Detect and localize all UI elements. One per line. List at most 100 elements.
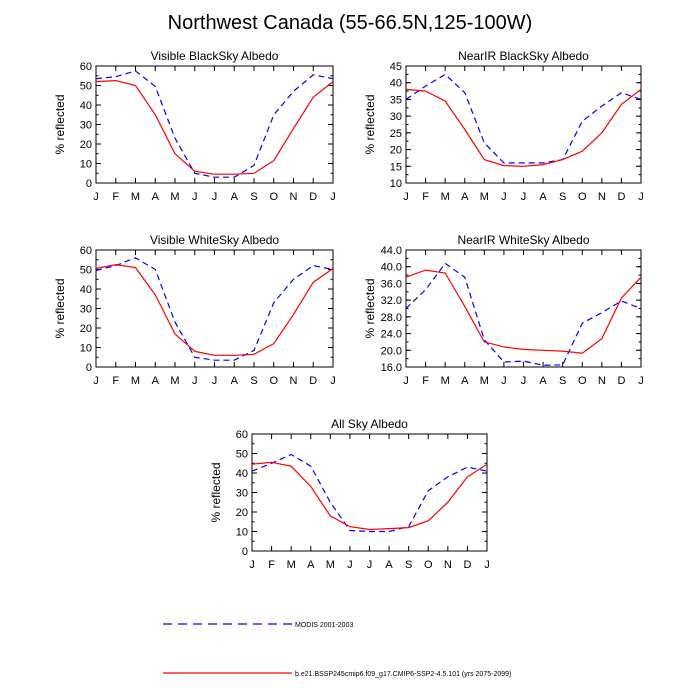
chart-title: Visible BlackSky Albedo bbox=[151, 49, 279, 63]
data-point bbox=[330, 515, 332, 517]
data-point bbox=[621, 104, 623, 106]
model-series-line bbox=[405, 88, 642, 167]
x-tick-label: M bbox=[326, 559, 335, 571]
data-point bbox=[405, 276, 407, 278]
model-series-line bbox=[405, 269, 642, 354]
data-point bbox=[293, 314, 295, 316]
y-tick-label: 20 bbox=[236, 507, 248, 519]
data-point bbox=[154, 86, 156, 88]
data-point bbox=[332, 78, 334, 80]
x-tick-label: J bbox=[638, 191, 644, 203]
y-axis-label: % reflected bbox=[53, 278, 67, 338]
x-tick-label: M bbox=[441, 375, 450, 387]
data-point bbox=[312, 74, 314, 76]
y-tick-label: 32.0 bbox=[381, 295, 402, 307]
data-point bbox=[581, 120, 583, 122]
data-point bbox=[484, 159, 486, 161]
data-point bbox=[542, 162, 544, 164]
y-tick-label: 36.0 bbox=[381, 278, 402, 290]
x-tick-label: J bbox=[367, 559, 373, 571]
data-point bbox=[405, 89, 407, 91]
x-tick-label: O bbox=[424, 559, 433, 571]
modis-series-line bbox=[95, 257, 334, 361]
data-point bbox=[503, 162, 505, 164]
x-tick-label: N bbox=[598, 375, 606, 387]
x-tick-label: J bbox=[330, 191, 336, 203]
data-point bbox=[523, 165, 525, 167]
chart-title: NearIR WhiteSky Albedo bbox=[457, 233, 589, 247]
x-tick-label: O bbox=[269, 191, 278, 203]
y-tick-label: 30 bbox=[80, 120, 92, 132]
data-point bbox=[464, 92, 466, 94]
x-tick-label: J bbox=[403, 191, 409, 203]
x-tick-label: O bbox=[578, 191, 587, 203]
chart-panel-4: NearIR WhiteSky Albedo 16.0 20.0 24.0 28.0 32… bbox=[363, 233, 644, 387]
x-tick-label: D bbox=[309, 375, 317, 387]
data-point bbox=[312, 96, 314, 98]
x-tick-label: J bbox=[192, 191, 198, 203]
data-point bbox=[174, 153, 176, 155]
data-point bbox=[233, 355, 235, 357]
x-tick-label: N bbox=[290, 191, 298, 203]
x-tick-label: O bbox=[578, 375, 587, 387]
data-point bbox=[405, 99, 407, 101]
x-tick-label: J bbox=[501, 191, 507, 203]
data-point bbox=[447, 476, 449, 478]
x-tick-label: F bbox=[422, 375, 429, 387]
y-tick-label: 60 bbox=[80, 245, 92, 257]
data-point bbox=[214, 359, 216, 361]
y-tick-label: 40 bbox=[236, 468, 248, 480]
data-point bbox=[293, 128, 295, 130]
data-point bbox=[194, 172, 196, 174]
y-tick-label: 30 bbox=[236, 488, 248, 500]
y-tick-label: 44.0 bbox=[381, 245, 402, 257]
data-point bbox=[425, 269, 427, 271]
x-tick-label: A bbox=[461, 191, 469, 203]
model-series-line bbox=[95, 79, 334, 175]
x-tick-label: A bbox=[385, 559, 393, 571]
data-point bbox=[425, 289, 427, 291]
x-tick-label: O bbox=[269, 375, 278, 387]
plot-frame bbox=[95, 65, 334, 184]
data-point bbox=[581, 150, 583, 152]
x-tick-label: M bbox=[480, 191, 489, 203]
data-point bbox=[467, 466, 469, 468]
modis-series-line bbox=[95, 70, 334, 178]
chart-panel-2: NearIR BlackSky Albedo 10 15 20 25 30 35 40 45 J F… bbox=[363, 49, 644, 203]
data-point bbox=[174, 333, 176, 335]
data-point bbox=[640, 89, 642, 91]
data-point bbox=[273, 114, 275, 116]
y-tick-label: 10 bbox=[236, 527, 248, 539]
data-point bbox=[293, 91, 295, 93]
data-point bbox=[273, 160, 275, 162]
legend-label: MODIS 2001-2003 bbox=[295, 622, 353, 629]
y-tick-label: 40 bbox=[80, 284, 92, 296]
data-point bbox=[484, 142, 486, 144]
data-point bbox=[427, 490, 429, 492]
modis-series-line bbox=[251, 453, 488, 533]
data-point bbox=[388, 531, 390, 533]
x-tick-label: J bbox=[93, 191, 99, 203]
data-point bbox=[95, 81, 97, 83]
data-point bbox=[154, 114, 156, 116]
y-tick-label: 15 bbox=[390, 161, 402, 173]
data-point bbox=[486, 463, 488, 465]
data-point bbox=[408, 527, 410, 529]
data-point bbox=[542, 164, 544, 166]
x-tick-label: S bbox=[250, 191, 257, 203]
x-tick-label: J bbox=[192, 375, 198, 387]
chart-title: NearIR BlackSky Albedo bbox=[458, 49, 589, 63]
data-point bbox=[273, 343, 275, 345]
y-tick-label: 30 bbox=[390, 111, 402, 123]
y-tick-label: 0 bbox=[86, 178, 92, 190]
data-point bbox=[503, 165, 505, 167]
data-point bbox=[581, 352, 583, 354]
x-tick-label: A bbox=[231, 191, 239, 203]
x-tick-label: A bbox=[539, 375, 547, 387]
y-tick-label: 16.0 bbox=[381, 362, 402, 374]
data-point bbox=[349, 530, 351, 532]
data-point bbox=[523, 162, 525, 164]
data-point bbox=[330, 501, 332, 503]
